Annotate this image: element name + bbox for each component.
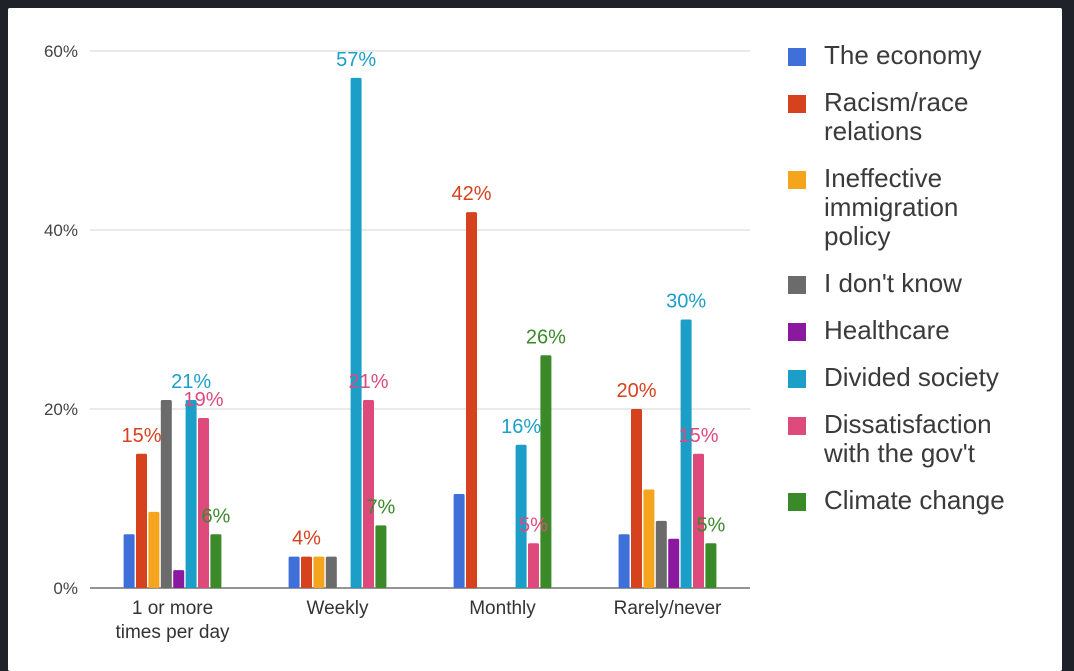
x-category-label: Monthly <box>469 598 536 619</box>
legend-label: Divided society <box>824 362 999 392</box>
bar <box>631 409 642 588</box>
legend-swatch <box>788 171 806 189</box>
legend-swatch <box>788 48 806 66</box>
legend-swatch <box>788 417 806 435</box>
legend-label: I don't know <box>824 268 962 298</box>
legend-item: Divided society <box>788 362 999 392</box>
bar <box>528 543 539 588</box>
legend-item: I don't know <box>788 268 962 298</box>
bar <box>643 489 655 588</box>
bar <box>693 453 704 588</box>
bar <box>185 400 197 588</box>
legend-label: Racism/race relations <box>824 87 968 146</box>
legend: The economy Racism/race relations Ineffecti… <box>788 40 1005 515</box>
bar <box>136 453 147 588</box>
data-label: 26% <box>526 326 566 348</box>
bar <box>160 400 172 588</box>
x-category-label: 1 or more times per day <box>115 598 230 643</box>
bar <box>148 511 160 588</box>
bar <box>466 212 477 588</box>
data-label: 5% <box>696 514 725 536</box>
legend-label: Dissatisfaction with the gov't <box>823 409 992 468</box>
legend-label: Healthcare <box>824 315 950 345</box>
bar <box>668 538 680 588</box>
bar <box>363 400 374 588</box>
legend-swatch <box>788 493 806 511</box>
bar <box>123 534 135 588</box>
bars <box>123 77 717 588</box>
y-tick-label: 20% <box>44 400 78 419</box>
legend-label: The economy <box>824 40 982 70</box>
bar <box>540 355 552 588</box>
bar <box>173 570 185 588</box>
x-category-label: Rarely/never <box>614 598 722 619</box>
legend-swatch <box>788 323 806 341</box>
legend-label: Ineffective immigration policy <box>824 163 958 251</box>
data-label: 15% <box>678 425 718 447</box>
bar <box>210 534 222 588</box>
data-label: 57% <box>336 49 376 71</box>
y-tick-label: 40% <box>44 221 78 240</box>
bar <box>453 494 465 588</box>
legend-swatch <box>788 95 806 113</box>
data-labels: 15%21%19%6%4%57%21%7%42%16%5%26%20%30%15… <box>121 49 725 550</box>
legend-label: Climate change <box>824 485 1005 515</box>
legend-item: Healthcare <box>788 315 950 345</box>
legend-item: The economy <box>788 40 982 70</box>
y-tick-label: 60% <box>44 42 78 61</box>
data-label: 6% <box>201 505 230 527</box>
axes: 0% 20% 40% 60% 1 or more times per day Weekly M… <box>44 42 722 643</box>
data-label: 19% <box>183 389 223 411</box>
data-label: 21% <box>171 371 211 393</box>
data-label: 42% <box>451 183 491 205</box>
data-label: 16% <box>501 416 541 438</box>
legend-item: Dissatisfaction with the gov't <box>788 409 992 468</box>
data-label: 20% <box>616 380 656 402</box>
data-label: 15% <box>121 425 161 447</box>
bar <box>198 417 209 588</box>
data-label: 21% <box>348 371 388 393</box>
data-label: 7% <box>366 496 395 518</box>
legend-swatch <box>788 276 806 294</box>
bar <box>325 556 337 588</box>
data-label: 5% <box>519 514 548 536</box>
data-label: 30% <box>666 291 706 313</box>
legend-item: Racism/race relations <box>788 87 968 146</box>
bar <box>680 319 692 588</box>
legend-item: Ineffective immigration policy <box>788 163 958 251</box>
legend-item: Climate change <box>788 485 1005 515</box>
chart-panel: 15% 21% 19% 6% 4% 57% 21% 7% 42% 16% 5% 26% 20% 30% 15… <box>8 8 1062 671</box>
bar <box>288 556 300 588</box>
legend-swatch <box>788 370 806 388</box>
bar <box>313 556 325 588</box>
bar <box>301 556 312 588</box>
bar <box>350 77 362 588</box>
x-category-label: Weekly <box>307 598 369 619</box>
data-label: 4% <box>292 528 321 550</box>
bar <box>705 543 717 588</box>
y-tick-label: 0% <box>53 579 78 598</box>
bar <box>655 520 667 588</box>
bar-chart: 15%21%19%6%4%57%21%7%42%16%5%26%20%30%15… <box>44 40 1005 643</box>
bar <box>618 534 630 588</box>
bar <box>515 444 527 588</box>
bar <box>375 525 387 588</box>
